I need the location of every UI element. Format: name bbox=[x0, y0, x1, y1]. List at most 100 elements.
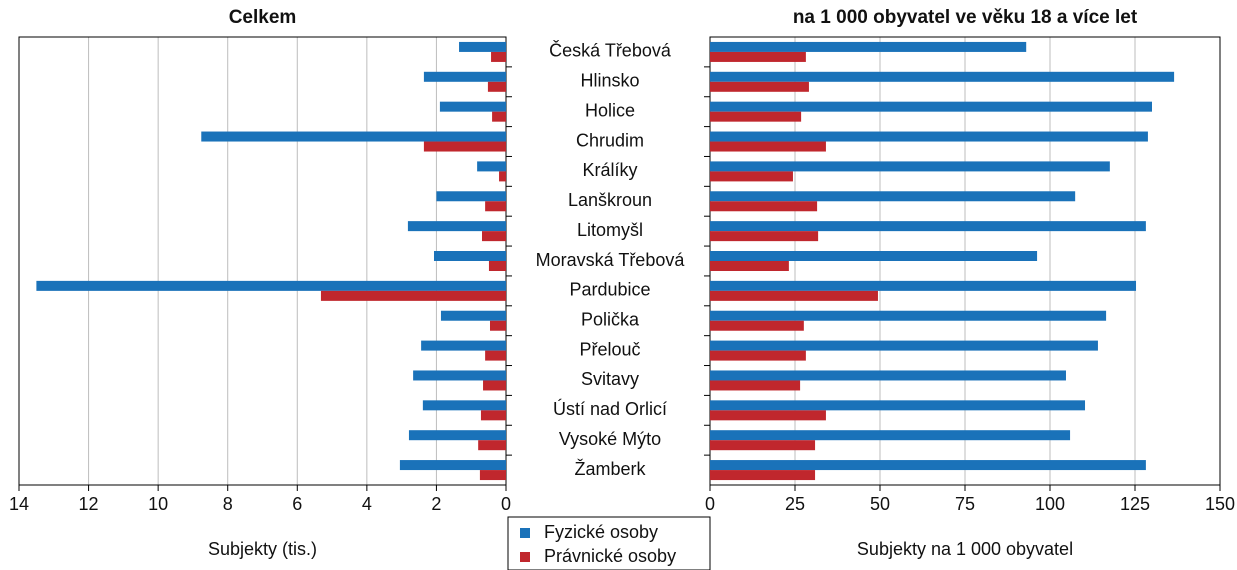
bar bbox=[499, 171, 506, 182]
bar bbox=[710, 261, 789, 271]
x-tick-label: 8 bbox=[223, 494, 233, 514]
bar bbox=[492, 111, 506, 122]
legend-swatch bbox=[520, 552, 530, 562]
bar bbox=[710, 191, 1076, 202]
bar bbox=[423, 141, 506, 152]
category-label: Hlinsko bbox=[580, 71, 639, 91]
x-tick-label: 12 bbox=[79, 494, 99, 514]
bar bbox=[483, 380, 506, 391]
bar bbox=[710, 380, 801, 391]
bar bbox=[710, 350, 806, 361]
bar bbox=[710, 131, 1148, 142]
bar bbox=[710, 111, 802, 122]
category-label: Moravská Třebová bbox=[536, 250, 686, 270]
x-axis-title: Subjekty (tis.) bbox=[208, 539, 317, 559]
bar bbox=[433, 251, 506, 261]
category-label: Lanškroun bbox=[568, 190, 652, 210]
bar bbox=[436, 191, 506, 202]
x-tick-label: 50 bbox=[870, 494, 890, 514]
bar bbox=[485, 201, 506, 212]
bar bbox=[710, 340, 1098, 351]
x-tick-label: 100 bbox=[1035, 494, 1065, 514]
category-label: Holice bbox=[585, 100, 635, 120]
category-label: Ústí nad Orlicí bbox=[553, 398, 667, 419]
category-label: Litomyšl bbox=[577, 220, 643, 240]
category-label: Přelouč bbox=[579, 339, 640, 359]
legend-box bbox=[507, 516, 711, 570]
bar bbox=[320, 290, 506, 301]
bar bbox=[423, 71, 506, 82]
bar bbox=[710, 370, 1066, 381]
bar bbox=[710, 251, 1038, 261]
plot-frame bbox=[18, 36, 507, 486]
bar bbox=[488, 261, 506, 271]
x-tick-label: 6 bbox=[292, 494, 302, 514]
bar bbox=[439, 101, 506, 112]
bar bbox=[201, 131, 506, 142]
bar bbox=[480, 410, 506, 421]
x-tick-label: 14 bbox=[9, 494, 29, 514]
category-label: Česká Třebová bbox=[549, 40, 672, 61]
legend-label: Právnické osoby bbox=[544, 546, 676, 566]
x-tick-label: 0 bbox=[501, 494, 511, 514]
bar bbox=[485, 350, 506, 361]
bar bbox=[710, 470, 816, 481]
category-label: Králíky bbox=[582, 160, 637, 180]
bar bbox=[710, 320, 804, 331]
bar bbox=[710, 460, 1146, 471]
bar bbox=[413, 370, 506, 381]
bar bbox=[710, 221, 1146, 232]
category-label: Chrudim bbox=[576, 130, 644, 150]
bar bbox=[710, 161, 1110, 172]
bar bbox=[710, 310, 1107, 321]
x-tick-label: 25 bbox=[785, 494, 805, 514]
bar bbox=[710, 141, 826, 152]
bar bbox=[36, 280, 507, 291]
bar bbox=[489, 320, 506, 331]
bar bbox=[408, 430, 506, 441]
x-tick-label: 75 bbox=[955, 494, 975, 514]
category-label: Svitavy bbox=[581, 369, 639, 389]
bar bbox=[479, 470, 506, 481]
category-label: Vysoké Mýto bbox=[559, 429, 661, 449]
bar bbox=[710, 171, 793, 182]
bar bbox=[710, 410, 826, 421]
x-tick-label: 0 bbox=[705, 494, 715, 514]
bar bbox=[440, 310, 506, 321]
bar bbox=[487, 81, 506, 92]
bar bbox=[710, 280, 1137, 291]
category-label: Polička bbox=[581, 309, 640, 329]
chart-title: Celkem bbox=[229, 7, 297, 28]
bar bbox=[710, 400, 1086, 411]
bar bbox=[459, 41, 506, 52]
bar bbox=[710, 201, 818, 212]
bar bbox=[710, 231, 819, 242]
bar bbox=[422, 400, 506, 411]
x-tick-label: 10 bbox=[148, 494, 168, 514]
bar bbox=[407, 221, 506, 232]
bar bbox=[710, 101, 1152, 112]
category-label: Žamberk bbox=[574, 459, 646, 479]
x-tick-label: 150 bbox=[1205, 494, 1235, 514]
bar bbox=[710, 81, 809, 92]
x-tick-label: 4 bbox=[362, 494, 372, 514]
bar bbox=[421, 340, 506, 351]
bar bbox=[710, 440, 816, 451]
bar bbox=[710, 290, 878, 301]
bar bbox=[491, 51, 506, 62]
bar bbox=[399, 460, 506, 471]
bar bbox=[710, 430, 1071, 441]
x-tick-label: 125 bbox=[1120, 494, 1150, 514]
x-tick-label: 2 bbox=[431, 494, 441, 514]
bar bbox=[710, 41, 1027, 52]
bar bbox=[478, 440, 506, 451]
chart-title: na 1 000 obyvatel ve věku 18 a více let bbox=[793, 7, 1138, 28]
bar bbox=[710, 71, 1175, 82]
legend-label: Fyzické osoby bbox=[544, 522, 658, 542]
category-label: Pardubice bbox=[569, 280, 650, 300]
bar bbox=[710, 51, 806, 62]
bar bbox=[481, 231, 506, 242]
x-axis-title: Subjekty na 1 000 obyvatel bbox=[857, 539, 1073, 559]
